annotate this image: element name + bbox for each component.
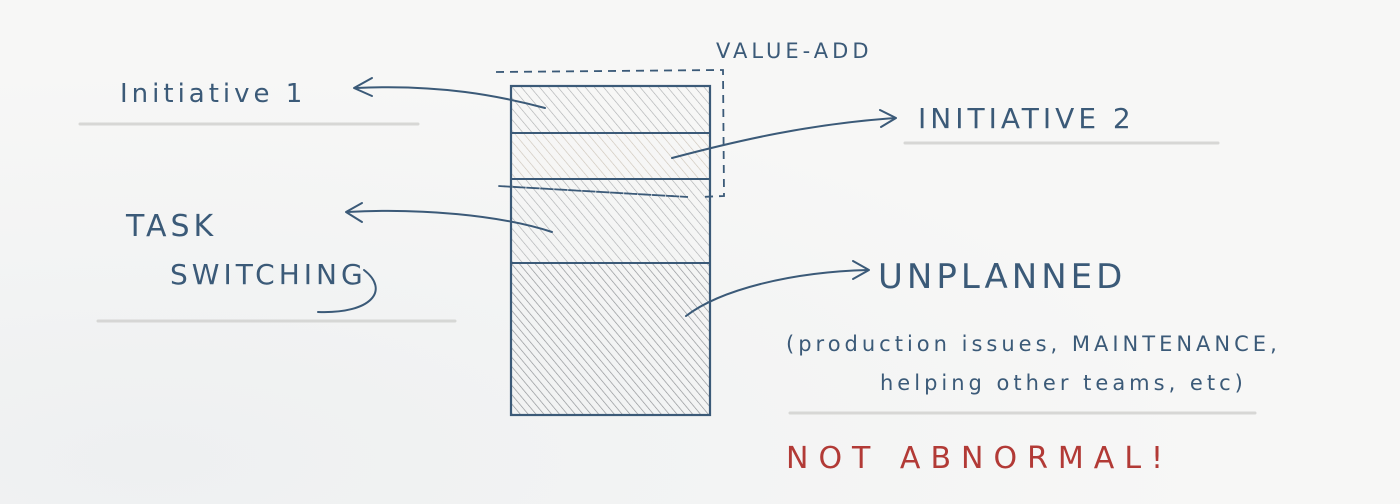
arrow-unplanned (685, 269, 869, 317)
segment-task-switching (511, 179, 710, 263)
switching-label: SWITCHING (170, 258, 367, 291)
unplanned-label: UNPLANNED (878, 257, 1126, 297)
pencil-underlines (78, 122, 1257, 415)
segment-unplanned (511, 263, 710, 415)
arrow-unplanned-head (852, 260, 870, 280)
arrow-task-switching (346, 209, 553, 233)
arrow-initiative-1-head (353, 77, 373, 97)
initiative-1-label: Initiative 1 (120, 79, 306, 109)
initiative-2-label: INITIATIVE 2 (918, 102, 1135, 135)
arrow-initiative-1 (355, 86, 546, 109)
switching-tail (317, 269, 377, 314)
arrow-initiative-2 (671, 117, 896, 159)
bar-outline (509, 84, 712, 417)
arrow-initiative-2-head (879, 109, 897, 128)
unplanned-note-line-1: (production issues, MAINTENANCE, (786, 332, 1281, 356)
segment-initiative-1 (511, 86, 710, 133)
value-add-label: VALUE-ADD (716, 39, 873, 63)
unplanned-note-line-2: helping other teams, etc) (880, 371, 1247, 395)
task-label: TASK (125, 209, 217, 244)
arrow-task-switching-head (345, 202, 363, 223)
capacity-bar (509, 84, 712, 417)
value-add-dashed-box (495, 69, 725, 198)
arrows (345, 77, 897, 317)
not-abnormal-label: NOT ABNORMAL! (786, 441, 1173, 476)
